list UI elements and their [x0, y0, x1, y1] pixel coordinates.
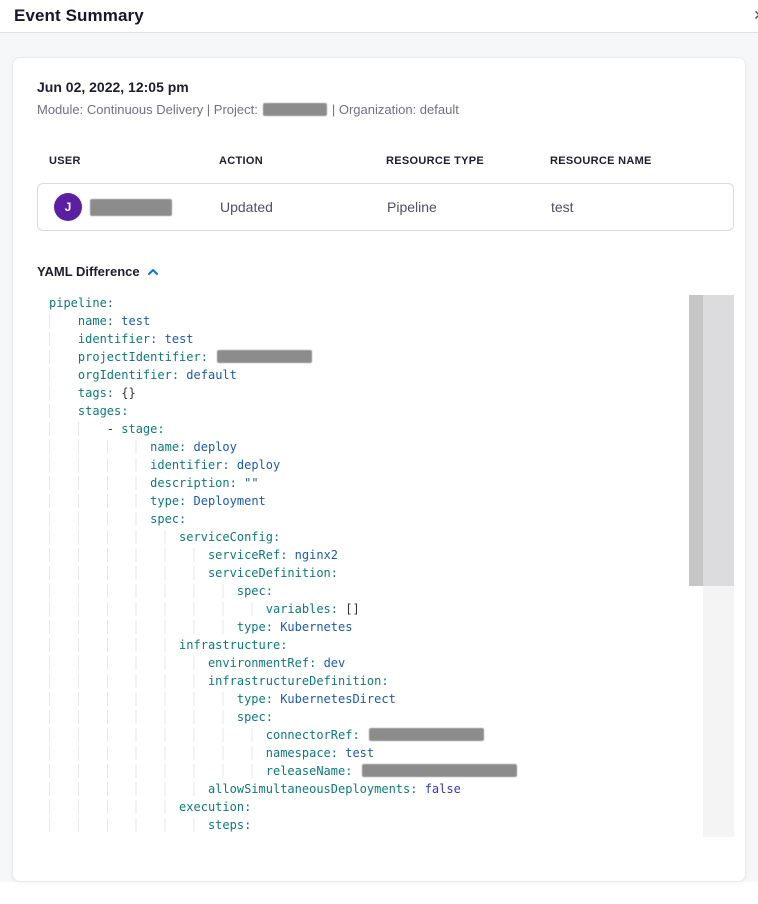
table-row: J Updated Pipeline test: [37, 183, 734, 231]
code-line: steps:: [49, 816, 734, 834]
code-line: identifier: test: [49, 330, 734, 348]
avatar: J: [54, 193, 82, 221]
code-line: type: Deployment: [49, 492, 734, 510]
event-context-left: Module: Continuous Delivery | Project:: [37, 102, 258, 117]
code-line: spec:: [49, 510, 734, 528]
resource-type-cell: Pipeline: [387, 199, 437, 215]
code-line: type: Kubernetes: [49, 618, 734, 636]
code-line: namespace: test: [49, 744, 734, 762]
code-line: infrastructureDefinition:: [49, 672, 734, 690]
code-line: spec:: [49, 708, 734, 726]
overview-ruler-track: [703, 586, 734, 837]
code-line: allowSimultaneousDeployments: false: [49, 780, 734, 798]
code-line: name: deploy: [49, 438, 734, 456]
code-line: description: "": [49, 474, 734, 492]
redacted-value: [368, 728, 484, 741]
code-line: orgIdentifier: default: [49, 366, 734, 384]
close-icon[interactable]: ✕: [753, 7, 758, 24]
panel-header: Event Summary ✕: [0, 0, 758, 33]
code-line: execution:: [49, 798, 734, 816]
code-line: connectorRef:: [49, 726, 734, 744]
redacted-user-name: [90, 198, 172, 216]
redacted-value: [361, 764, 517, 777]
column-header-action: ACTION: [219, 155, 263, 167]
yaml-difference-label: YAML Difference: [37, 264, 140, 279]
redacted-project-name: [262, 103, 327, 116]
code-line: infrastructure:: [49, 636, 734, 654]
column-header-resource-type: RESOURCE TYPE: [386, 155, 485, 167]
event-context-right: | Organization: default: [331, 102, 459, 117]
chevron-up-icon: [147, 268, 158, 275]
table-header: USER ACTION RESOURCE TYPE RESOURCE NAME: [37, 155, 734, 167]
column-header-resource-name: RESOURCE NAME: [550, 155, 652, 167]
code-line: releaseName:: [49, 762, 734, 780]
code-line: serviceDefinition:: [49, 564, 734, 582]
action-cell: Updated: [220, 199, 273, 215]
panel-title: Event Summary: [14, 6, 144, 25]
column-header-user: USER: [49, 155, 81, 167]
code-line: projectIdentifier:: [49, 348, 734, 366]
code-line: serviceRef: nginx2: [49, 546, 734, 564]
code-line: name: test: [49, 312, 734, 330]
code-line: identifier: deploy: [49, 456, 734, 474]
yaml-difference-toggle[interactable]: YAML Difference: [37, 264, 160, 279]
code-line: - stage:: [49, 420, 734, 438]
code-line: pipeline:: [49, 296, 115, 310]
yaml-diff-editor[interactable]: pipeline: name: test identifier: test pr…: [37, 289, 734, 837]
code-line: serviceConfig:: [49, 528, 734, 546]
event-context: Module: Continuous Delivery | Project: |…: [37, 102, 734, 117]
resource-name-cell: test: [551, 199, 574, 215]
code-line: stages:: [49, 402, 734, 420]
code-line: variables: []: [49, 600, 734, 618]
scrollbar-thumb[interactable]: [689, 295, 703, 586]
event-summary-card: Jun 02, 2022, 12:05 pm Module: Continuou…: [12, 57, 746, 882]
panel-body: Jun 02, 2022, 12:05 pm Module: Continuou…: [0, 33, 758, 882]
code-line: type: KubernetesDirect: [49, 690, 734, 708]
code-line: environmentRef: dev: [49, 654, 734, 672]
yaml-code: pipeline: name: test identifier: test pr…: [37, 289, 734, 834]
user-cell: J: [54, 193, 220, 221]
event-timestamp: Jun 02, 2022, 12:05 pm: [37, 79, 189, 95]
overview-ruler-visible-region: [703, 295, 734, 586]
code-line: spec:: [49, 582, 734, 600]
redacted-value: [217, 350, 313, 363]
code-line: tags: {}: [49, 384, 734, 402]
